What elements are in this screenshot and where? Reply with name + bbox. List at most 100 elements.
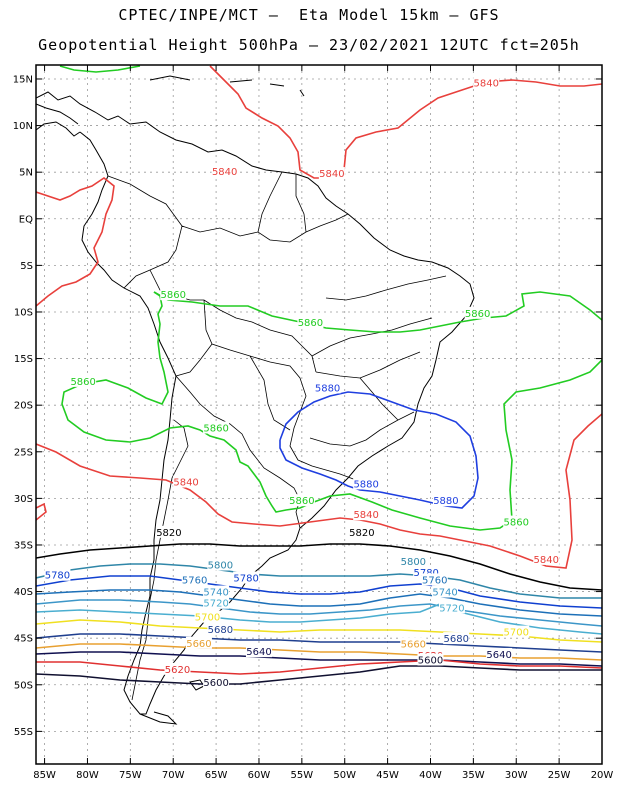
contour-label: 5620	[165, 665, 190, 676]
contour-label: 5680	[208, 625, 233, 636]
contour-label: 5840	[474, 79, 499, 90]
contour-label-bg	[318, 167, 345, 180]
lon-label: 25W	[548, 770, 571, 781]
lon-label: 30W	[505, 770, 528, 781]
contour-label: 5860	[160, 290, 185, 301]
contour-label-bg	[400, 637, 427, 650]
contour-label: 5640	[246, 647, 271, 658]
contour-5840-edge	[36, 502, 47, 521]
contour-label: 5860	[465, 309, 490, 320]
contour-label-bg	[348, 525, 375, 538]
lon-label: 20W	[591, 770, 614, 781]
contour-label: 5880	[353, 479, 378, 490]
contour-5840-west	[36, 177, 115, 307]
lat-label: 15N	[13, 74, 33, 85]
contour-label-bg	[421, 573, 448, 586]
contour-label: 5700	[504, 628, 529, 639]
contour-label: 5860	[504, 518, 529, 529]
contour-label-bg	[297, 316, 324, 329]
contour-label: 5820	[349, 528, 374, 539]
contour-label-bg	[353, 508, 380, 521]
contour-label: 5800	[208, 560, 233, 571]
lon-label: 45W	[376, 770, 399, 781]
lat-label: 25S	[14, 447, 33, 458]
contour-label: 5820	[156, 528, 181, 539]
contour-5620	[36, 659, 602, 675]
lon-label: 65W	[205, 770, 228, 781]
contour-label-bg	[503, 515, 530, 528]
contour-5840-south	[36, 413, 602, 569]
lat-label: 45S	[14, 634, 33, 645]
contour-label: 5860	[289, 496, 314, 507]
contour-5800	[36, 563, 602, 599]
contour-label-bg	[432, 585, 459, 598]
lat-label: 40S	[14, 587, 33, 598]
contour-label: 5760	[422, 575, 447, 586]
lat-label: 35S	[14, 540, 33, 551]
contour-label: 5740	[203, 588, 228, 599]
coastline-borders	[36, 75, 475, 725]
lat-label: 15S	[14, 354, 33, 365]
contour-label: 5740	[432, 588, 457, 599]
contour-label: 5800	[401, 557, 426, 568]
contour-label: 5840	[212, 167, 237, 178]
contour-5860-tropical	[153, 291, 602, 333]
contour-label: 5720	[203, 599, 228, 610]
contour-labels: 5840 5840 5840 5860 5860 5860 5860 5860 5860 5860…	[44, 76, 560, 689]
contour-label-bg	[207, 622, 234, 635]
lon-label: 70W	[162, 770, 185, 781]
contour-label: 5600	[203, 678, 228, 689]
lat-label: 10S	[14, 307, 33, 318]
contour-label: 5840	[353, 510, 378, 521]
lon-label: 85W	[33, 770, 56, 781]
contour-label-bg	[443, 632, 470, 645]
lon-label: 35W	[462, 770, 485, 781]
contour-5780	[36, 575, 602, 609]
contour-label-bg	[203, 421, 230, 434]
contour-label-bg	[533, 552, 560, 565]
contour-label-bg	[160, 288, 187, 301]
contour-label: 5700	[195, 613, 220, 624]
contour-label-bg	[44, 568, 71, 581]
contour-label-bg	[432, 494, 459, 507]
contour-label-bg	[181, 573, 208, 586]
lon-label: 55W	[291, 770, 314, 781]
longitude-labels: 85W 80W 75W 70W 65W 60W 55W 50W 45W 40W 35W 30W 25W 2…	[33, 770, 613, 781]
contour-label-bg	[155, 525, 182, 538]
contour-label: 5860	[298, 318, 323, 329]
contour-label-bg	[486, 647, 513, 660]
lat-label: 50S	[14, 680, 33, 691]
central-america-coastline	[36, 103, 81, 137]
contour-label: 5860	[203, 423, 228, 434]
contour-label: 5840	[534, 555, 559, 566]
contour-label: 5640	[486, 650, 511, 661]
lat-label: 30S	[14, 494, 33, 505]
contour-label-bg	[207, 558, 234, 571]
contour-label-bg	[464, 306, 491, 319]
contour-label-bg	[400, 554, 427, 567]
lon-label: 40W	[419, 770, 442, 781]
contour-label-bg	[314, 381, 341, 394]
lat-label: 5S	[20, 261, 33, 272]
contour-label-bg	[438, 601, 465, 614]
contour-label-bg	[417, 653, 444, 666]
contour-label: 5760	[182, 575, 207, 586]
contour-label-bg	[203, 585, 230, 598]
contour-5760	[36, 589, 602, 617]
lat-label: EQ	[19, 214, 33, 225]
contour-5740	[36, 599, 602, 627]
contour-label: 5840	[319, 169, 344, 180]
contour-label: 5860	[70, 377, 95, 388]
contour-label-bg	[185, 636, 212, 649]
contour-label-bg	[473, 76, 500, 89]
contour-5820	[36, 543, 602, 591]
contour-label-bg	[173, 475, 200, 488]
contour-label-bg	[503, 625, 530, 638]
contour-label: 5600	[418, 656, 443, 667]
contour-5640	[36, 651, 602, 667]
contour-label: 5880	[433, 496, 458, 507]
contour-label: 5680	[443, 634, 468, 645]
contour-label: 5660	[186, 639, 211, 650]
contour-label-bg	[194, 610, 221, 623]
contour-5600	[36, 665, 602, 685]
